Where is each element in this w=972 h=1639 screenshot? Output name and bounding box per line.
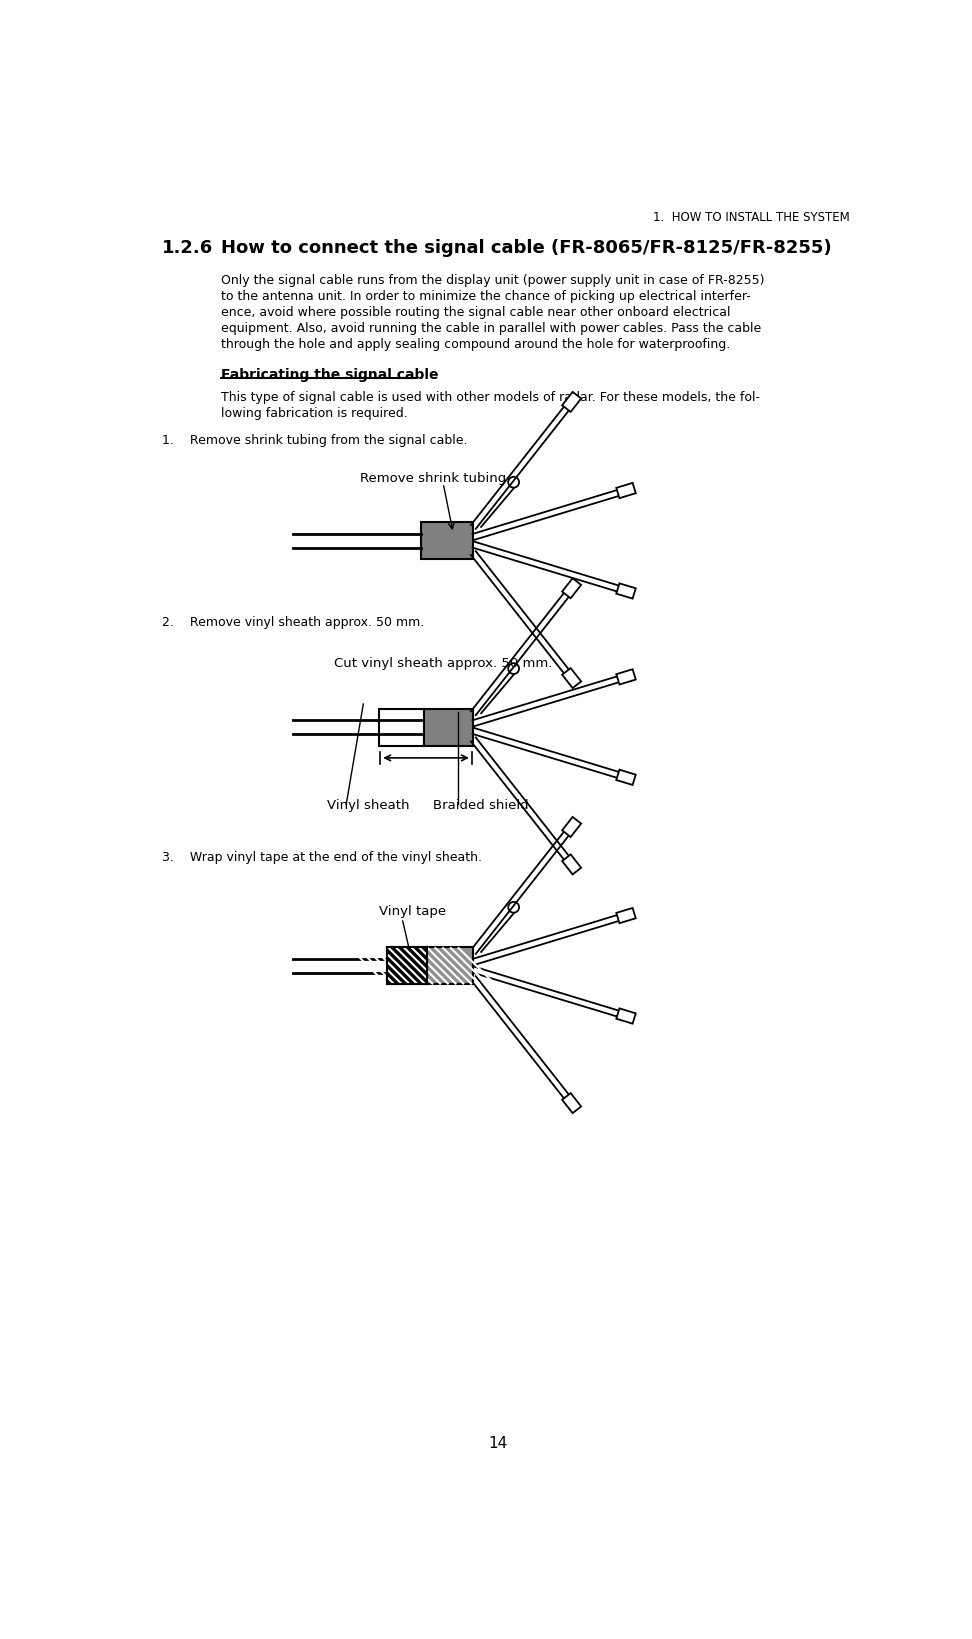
Polygon shape <box>562 818 581 838</box>
Polygon shape <box>562 393 581 413</box>
Text: How to connect the signal cable (FR-8065/FR-8125/FR-8255): How to connect the signal cable (FR-8065… <box>221 239 831 257</box>
Text: 1.    Remove shrink tubing from the signal cable.: 1. Remove shrink tubing from the signal … <box>161 434 468 447</box>
Text: This type of signal cable is used with other models of radar. For these models, : This type of signal cable is used with o… <box>221 390 760 403</box>
Text: 3.    Wrap vinyl tape at the end of the vinyl sheath.: 3. Wrap vinyl tape at the end of the vin… <box>161 851 482 864</box>
Polygon shape <box>562 579 581 598</box>
Polygon shape <box>562 1093 581 1113</box>
Bar <box>387 947 427 985</box>
Bar <box>421 523 473 561</box>
Text: equipment. Also, avoid running the cable in parallel with power cables. Pass the: equipment. Also, avoid running the cable… <box>221 323 761 334</box>
Polygon shape <box>616 670 636 685</box>
Polygon shape <box>616 583 636 600</box>
Text: through the hole and apply sealing compound around the hole for waterproofing.: through the hole and apply sealing compo… <box>221 338 730 351</box>
Polygon shape <box>616 770 636 785</box>
Text: ence, avoid where possible routing the signal cable near other onboard electrica: ence, avoid where possible routing the s… <box>221 306 730 320</box>
Text: Only the signal cable runs from the display unit (power supply unit in case of F: Only the signal cable runs from the disp… <box>221 274 764 287</box>
Text: 1.2.6: 1.2.6 <box>161 239 213 257</box>
Polygon shape <box>616 1008 636 1024</box>
Bar <box>424 710 473 746</box>
Bar <box>387 947 427 985</box>
Text: Braided shield: Braided shield <box>434 798 529 811</box>
Text: lowing fabrication is required.: lowing fabrication is required. <box>221 406 407 420</box>
Text: 2.    Remove vinyl sheath approx. 50 mm.: 2. Remove vinyl sheath approx. 50 mm. <box>161 616 424 629</box>
Polygon shape <box>562 669 581 688</box>
Text: 14: 14 <box>489 1436 507 1451</box>
Bar <box>427 947 473 985</box>
Polygon shape <box>616 908 636 924</box>
Text: Vinyl sheath: Vinyl sheath <box>327 798 409 811</box>
Text: to the antenna unit. In order to minimize the chance of picking up electrical in: to the antenna unit. In order to minimiz… <box>221 290 750 303</box>
Text: Vinyl tape: Vinyl tape <box>379 905 446 918</box>
Polygon shape <box>562 856 581 875</box>
Text: Remove shrink tubing.: Remove shrink tubing. <box>361 472 510 485</box>
Polygon shape <box>616 484 636 498</box>
Bar <box>379 710 424 746</box>
Text: 1.  HOW TO INSTALL THE SYSTEM: 1. HOW TO INSTALL THE SYSTEM <box>653 210 850 223</box>
Text: Cut vinyl sheath approx. 50 mm.: Cut vinyl sheath approx. 50 mm. <box>334 657 552 670</box>
Text: Fabricating the signal cable: Fabricating the signal cable <box>221 367 438 382</box>
